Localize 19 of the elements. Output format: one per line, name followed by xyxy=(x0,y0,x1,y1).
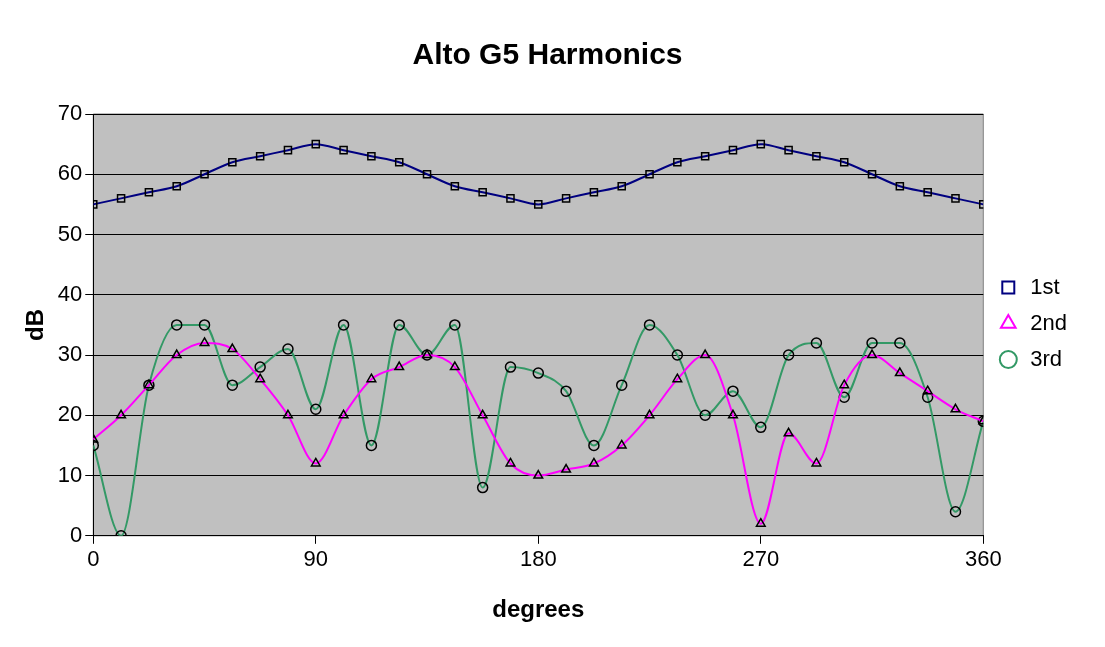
chart-title: Alto G5 Harmonics xyxy=(412,37,683,71)
x-tick-label: 270 xyxy=(742,546,780,572)
x-tick-label: 180 xyxy=(519,546,557,572)
y-axis-title: dB xyxy=(21,308,49,341)
x-tick-label: 0 xyxy=(87,546,100,572)
legend-label: 1st xyxy=(1030,273,1060,299)
y-tick-label: 60 xyxy=(57,160,83,186)
y-tick-label: 50 xyxy=(57,220,83,246)
legend-label: 3rd xyxy=(1030,345,1063,371)
legend-label: 2nd xyxy=(1030,309,1068,335)
y-tick-label: 70 xyxy=(57,100,83,126)
y-tick-label: 0 xyxy=(70,521,83,547)
x-tick-label: 90 xyxy=(303,546,329,572)
y-tick-label: 40 xyxy=(57,280,83,306)
x-axis-title: degrees xyxy=(492,595,585,623)
y-tick-label: 20 xyxy=(57,401,83,427)
y-tick-label: 30 xyxy=(57,341,83,367)
y-tick-label: 10 xyxy=(57,461,83,487)
x-tick-label: 360 xyxy=(964,546,1002,572)
